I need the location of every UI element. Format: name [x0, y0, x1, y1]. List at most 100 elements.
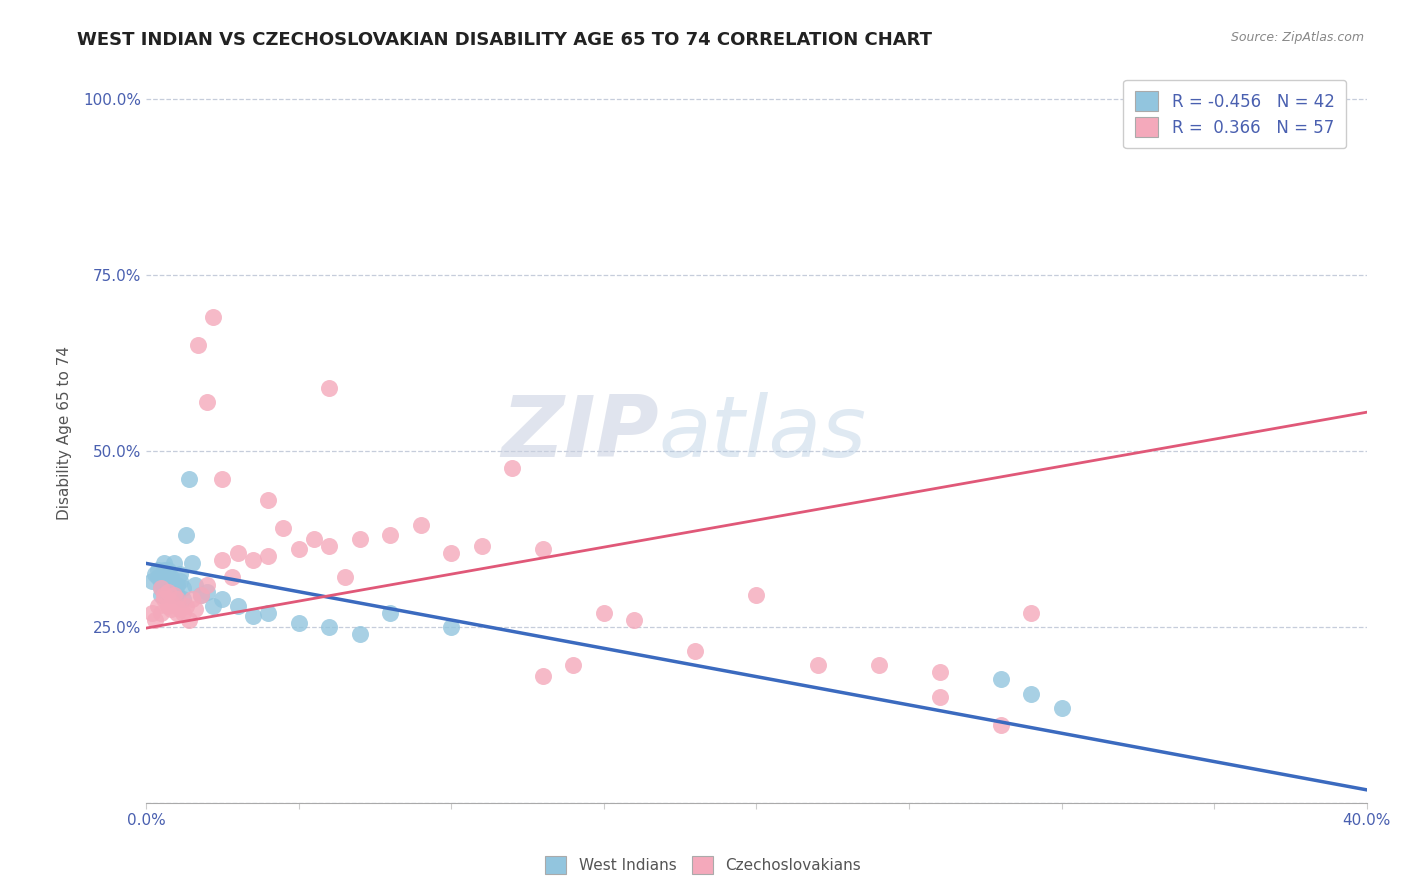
- Point: [562, 658, 585, 673]
- Point: [211, 591, 233, 606]
- Point: [153, 588, 176, 602]
- Point: [928, 690, 950, 704]
- Point: [174, 528, 197, 542]
- Point: [177, 472, 200, 486]
- Point: [242, 609, 264, 624]
- Point: [1019, 686, 1042, 700]
- Point: [166, 591, 188, 606]
- Point: [156, 599, 179, 613]
- Point: [159, 602, 181, 616]
- Point: [195, 584, 218, 599]
- Point: [440, 546, 463, 560]
- Point: [349, 532, 371, 546]
- Legend: West Indians, Czechoslovakians: West Indians, Czechoslovakians: [538, 850, 868, 880]
- Point: [184, 602, 207, 616]
- Point: [162, 588, 184, 602]
- Point: [273, 521, 295, 535]
- Point: [257, 549, 280, 564]
- Point: [990, 673, 1012, 687]
- Point: [318, 381, 340, 395]
- Point: [143, 566, 166, 581]
- Point: [150, 581, 173, 595]
- Point: [623, 613, 645, 627]
- Point: [166, 577, 188, 591]
- Point: [380, 606, 402, 620]
- Point: [380, 528, 402, 542]
- Point: [257, 606, 280, 620]
- Point: [172, 581, 194, 595]
- Point: [150, 574, 173, 588]
- Point: [159, 588, 181, 602]
- Point: [349, 626, 371, 640]
- Point: [868, 658, 890, 673]
- Point: [333, 570, 356, 584]
- Point: [184, 577, 207, 591]
- Point: [202, 599, 225, 613]
- Point: [187, 338, 209, 352]
- Text: atlas: atlas: [659, 392, 868, 475]
- Point: [226, 599, 249, 613]
- Point: [166, 606, 188, 620]
- Point: [159, 595, 181, 609]
- Point: [148, 570, 170, 584]
- Point: [302, 532, 325, 546]
- Point: [242, 553, 264, 567]
- Point: [531, 669, 554, 683]
- Point: [501, 461, 523, 475]
- Point: [143, 613, 166, 627]
- Legend: R = -0.456   N = 42, R =  0.366   N = 57: R = -0.456 N = 42, R = 0.366 N = 57: [1123, 79, 1347, 148]
- Point: [181, 557, 204, 571]
- Point: [211, 553, 233, 567]
- Point: [1050, 700, 1073, 714]
- Point: [990, 718, 1012, 732]
- Point: [159, 581, 181, 595]
- Point: [177, 613, 200, 627]
- Point: [440, 620, 463, 634]
- Y-axis label: Disability Age 65 to 74: Disability Age 65 to 74: [58, 346, 72, 520]
- Point: [202, 310, 225, 325]
- Point: [150, 606, 173, 620]
- Point: [153, 557, 176, 571]
- Point: [195, 394, 218, 409]
- Point: [318, 539, 340, 553]
- Point: [141, 574, 163, 588]
- Point: [1019, 606, 1042, 620]
- Point: [531, 542, 554, 557]
- Point: [166, 588, 188, 602]
- Point: [174, 599, 197, 613]
- Point: [169, 566, 191, 581]
- Point: [190, 588, 212, 602]
- Point: [156, 584, 179, 599]
- Point: [159, 570, 181, 584]
- Point: [928, 665, 950, 680]
- Point: [153, 564, 176, 578]
- Point: [156, 564, 179, 578]
- Point: [172, 591, 194, 606]
- Point: [156, 577, 179, 591]
- Point: [150, 581, 173, 595]
- Point: [153, 591, 176, 606]
- Point: [172, 606, 194, 620]
- Point: [195, 577, 218, 591]
- Point: [257, 493, 280, 508]
- Point: [162, 584, 184, 599]
- Point: [318, 620, 340, 634]
- Point: [806, 658, 828, 673]
- Point: [141, 606, 163, 620]
- Point: [150, 588, 173, 602]
- Point: [148, 599, 170, 613]
- Point: [685, 644, 707, 658]
- Point: [181, 591, 204, 606]
- Point: [745, 588, 768, 602]
- Point: [409, 517, 432, 532]
- Point: [148, 564, 170, 578]
- Point: [190, 588, 212, 602]
- Text: ZIP: ZIP: [501, 392, 659, 475]
- Point: [162, 557, 184, 571]
- Point: [471, 539, 494, 553]
- Text: WEST INDIAN VS CZECHOSLOVAKIAN DISABILITY AGE 65 TO 74 CORRELATION CHART: WEST INDIAN VS CZECHOSLOVAKIAN DISABILIT…: [77, 31, 932, 49]
- Text: Source: ZipAtlas.com: Source: ZipAtlas.com: [1230, 31, 1364, 45]
- Point: [211, 472, 233, 486]
- Point: [156, 570, 179, 584]
- Point: [169, 574, 191, 588]
